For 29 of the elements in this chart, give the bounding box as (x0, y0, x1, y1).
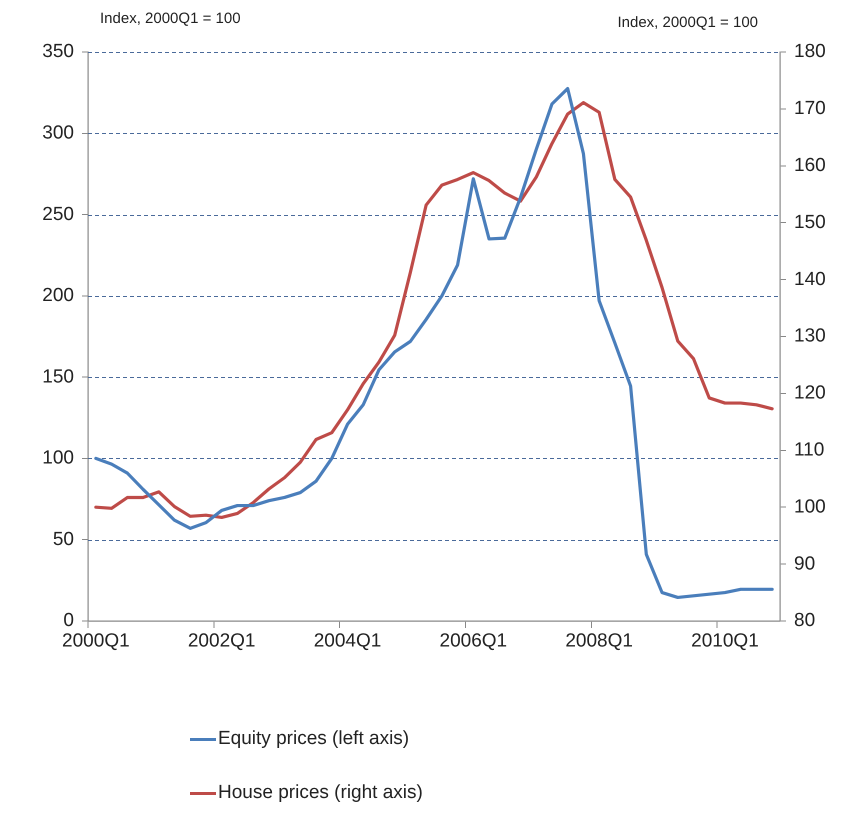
x-tick-label: 2008Q1 (565, 630, 633, 652)
y2-tick-label: 120 (794, 382, 826, 404)
y-tick-label: 250 (42, 204, 74, 225)
y-tick-label: 300 (42, 122, 74, 144)
y2-tick-label: 170 (794, 98, 826, 120)
y2-tick-label: 110 (794, 440, 824, 461)
y-tick-label: 50 (52, 528, 74, 550)
x-tick-label: 2006Q1 (440, 630, 508, 652)
y-tick-label: 200 (42, 285, 74, 306)
y-axis-title: Index, 2000Q1 = 100 (100, 10, 241, 28)
legend-label: Equity prices (left axis) (218, 728, 410, 750)
x-tick-label: 2000Q1 (62, 630, 130, 652)
y2-tick-label: 130 (794, 326, 826, 347)
x-tick-label: 2004Q1 (314, 630, 382, 652)
y2-tick-label: 150 (794, 212, 826, 233)
y2-tick-label: 100 (794, 496, 826, 518)
y-tick-label: 350 (42, 41, 74, 62)
y2-tick-label: 90 (794, 553, 816, 574)
y-tick-label: 0 (63, 610, 74, 632)
x-tick-label: 2002Q1 (188, 630, 256, 652)
y-tick-label: 100 (42, 448, 74, 469)
x-tick-label: 2010Q1 (691, 630, 759, 652)
y2-axis-title: Index, 2000Q1 = 100 (617, 14, 758, 32)
y-tick-label: 150 (42, 366, 74, 388)
legend-label: House prices (right axis) (218, 782, 423, 804)
y2-tick-label: 160 (794, 155, 826, 176)
y2-tick-label: 180 (794, 41, 826, 62)
y2-tick-label: 80 (794, 610, 816, 632)
y2-tick-label: 140 (794, 268, 826, 290)
